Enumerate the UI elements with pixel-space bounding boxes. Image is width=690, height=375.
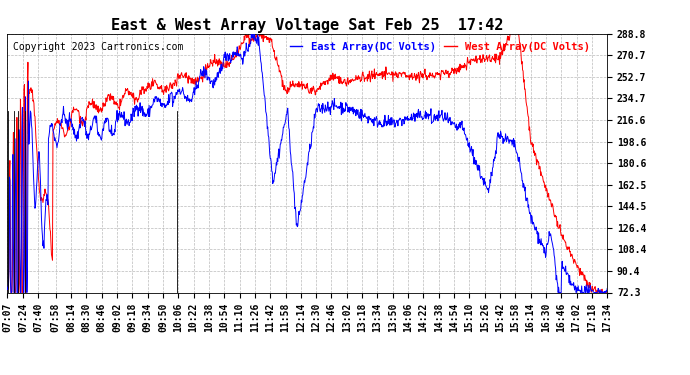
- Text: Copyright 2023 Cartronics.com: Copyright 2023 Cartronics.com: [13, 42, 184, 51]
- Legend: East Array(DC Volts), West Array(DC Volts): East Array(DC Volts), West Array(DC Volt…: [290, 42, 590, 51]
- Title: East & West Array Voltage Sat Feb 25  17:42: East & West Array Voltage Sat Feb 25 17:…: [111, 18, 503, 33]
